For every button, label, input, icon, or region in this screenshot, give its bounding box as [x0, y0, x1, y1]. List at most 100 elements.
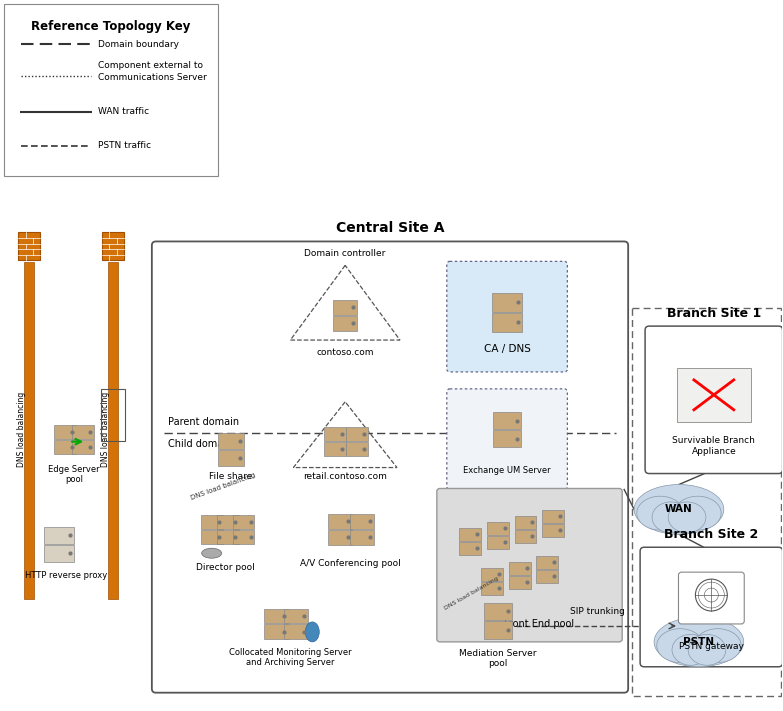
Text: Parent domain: Parent domain — [168, 417, 239, 427]
Text: CA / DNS: CA / DNS — [484, 344, 531, 354]
Text: PSTN traffic: PSTN traffic — [98, 141, 151, 150]
FancyBboxPatch shape — [640, 547, 782, 667]
Ellipse shape — [305, 622, 319, 642]
FancyBboxPatch shape — [284, 624, 309, 639]
Text: Reference Topology Key: Reference Topology Key — [31, 21, 191, 33]
FancyBboxPatch shape — [459, 542, 481, 555]
Ellipse shape — [657, 629, 703, 663]
FancyBboxPatch shape — [44, 527, 74, 544]
Text: WAN: WAN — [665, 504, 693, 514]
Ellipse shape — [652, 502, 690, 533]
Text: HTTP reverse proxy: HTTP reverse proxy — [25, 571, 107, 580]
FancyBboxPatch shape — [102, 232, 124, 260]
FancyBboxPatch shape — [152, 242, 628, 693]
Ellipse shape — [668, 502, 706, 533]
Text: PSTN gateway: PSTN gateway — [679, 642, 744, 651]
FancyBboxPatch shape — [233, 530, 254, 544]
FancyBboxPatch shape — [493, 412, 521, 429]
Text: Component external to
Communications Server: Component external to Communications Ser… — [98, 60, 207, 82]
FancyBboxPatch shape — [284, 609, 309, 624]
Text: WAN traffic: WAN traffic — [98, 107, 150, 117]
FancyBboxPatch shape — [334, 316, 357, 331]
Ellipse shape — [674, 496, 721, 530]
Ellipse shape — [202, 548, 222, 558]
FancyBboxPatch shape — [679, 572, 745, 624]
FancyBboxPatch shape — [324, 442, 346, 456]
Ellipse shape — [634, 484, 723, 534]
FancyBboxPatch shape — [543, 510, 565, 523]
FancyBboxPatch shape — [645, 326, 782, 474]
Text: Domain boundary: Domain boundary — [98, 40, 179, 49]
FancyBboxPatch shape — [108, 262, 118, 599]
FancyBboxPatch shape — [44, 545, 74, 562]
Text: Survivable Branch
Appliance: Survivable Branch Appliance — [673, 437, 756, 456]
FancyBboxPatch shape — [509, 576, 531, 589]
Text: Edge Server
pool: Edge Server pool — [49, 464, 100, 484]
FancyBboxPatch shape — [514, 516, 536, 529]
FancyBboxPatch shape — [200, 530, 222, 544]
FancyBboxPatch shape — [218, 433, 244, 449]
Ellipse shape — [637, 496, 684, 530]
Circle shape — [695, 579, 727, 611]
Text: Director pool: Director pool — [197, 563, 255, 572]
FancyBboxPatch shape — [218, 450, 244, 466]
FancyBboxPatch shape — [447, 262, 568, 372]
Text: Branch Site 2: Branch Site 2 — [664, 528, 759, 541]
FancyBboxPatch shape — [72, 425, 94, 439]
Ellipse shape — [688, 634, 726, 665]
Text: DNS load balancing: DNS load balancing — [100, 392, 110, 467]
FancyBboxPatch shape — [233, 515, 254, 529]
FancyBboxPatch shape — [509, 562, 531, 574]
FancyBboxPatch shape — [18, 232, 40, 260]
Text: Child domain: Child domain — [168, 439, 232, 449]
FancyBboxPatch shape — [536, 556, 558, 569]
FancyBboxPatch shape — [328, 514, 352, 529]
FancyBboxPatch shape — [324, 427, 346, 441]
FancyBboxPatch shape — [543, 524, 565, 537]
FancyBboxPatch shape — [265, 609, 288, 624]
Text: A/V Conferencing pool: A/V Conferencing pool — [300, 559, 401, 568]
Text: Branch Site 1: Branch Site 1 — [667, 307, 761, 320]
FancyBboxPatch shape — [265, 624, 288, 639]
FancyBboxPatch shape — [459, 528, 481, 541]
Text: Exchange UM Server: Exchange UM Server — [464, 466, 551, 474]
FancyBboxPatch shape — [536, 570, 558, 582]
FancyBboxPatch shape — [217, 515, 239, 529]
Text: DNS load balancing: DNS load balancing — [190, 472, 257, 501]
FancyBboxPatch shape — [200, 515, 222, 529]
FancyBboxPatch shape — [328, 530, 352, 545]
Ellipse shape — [695, 629, 741, 663]
FancyBboxPatch shape — [334, 300, 357, 315]
FancyBboxPatch shape — [484, 621, 511, 639]
Text: DNS load balancing: DNS load balancing — [16, 392, 26, 467]
Text: SIP trunking: SIP trunking — [570, 607, 625, 616]
FancyBboxPatch shape — [514, 530, 536, 542]
FancyBboxPatch shape — [493, 293, 522, 311]
FancyBboxPatch shape — [217, 530, 239, 544]
FancyBboxPatch shape — [481, 567, 503, 581]
Text: Front End pool: Front End pool — [504, 619, 575, 629]
Text: Domain controller: Domain controller — [305, 250, 386, 258]
Text: contoso.com: contoso.com — [316, 348, 374, 357]
FancyBboxPatch shape — [350, 514, 374, 529]
Ellipse shape — [654, 617, 744, 667]
FancyBboxPatch shape — [447, 389, 568, 489]
FancyBboxPatch shape — [484, 602, 511, 621]
FancyBboxPatch shape — [493, 313, 522, 331]
FancyBboxPatch shape — [24, 262, 34, 599]
FancyBboxPatch shape — [346, 427, 368, 441]
Text: DNS load balancing: DNS load balancing — [444, 576, 500, 611]
Text: File share: File share — [209, 471, 252, 481]
Text: Collocated Monitoring Server
and Archiving Server: Collocated Monitoring Server and Archivi… — [229, 648, 352, 667]
Text: retail.contoso.com: retail.contoso.com — [303, 471, 387, 481]
FancyBboxPatch shape — [54, 440, 76, 454]
Ellipse shape — [672, 634, 709, 665]
Text: Mediation Server
pool: Mediation Server pool — [459, 649, 536, 668]
FancyBboxPatch shape — [5, 4, 218, 176]
FancyBboxPatch shape — [677, 368, 751, 422]
FancyBboxPatch shape — [72, 440, 94, 454]
FancyBboxPatch shape — [437, 488, 622, 642]
Text: PSTN: PSTN — [684, 637, 714, 647]
FancyBboxPatch shape — [493, 430, 521, 447]
FancyBboxPatch shape — [54, 425, 76, 439]
